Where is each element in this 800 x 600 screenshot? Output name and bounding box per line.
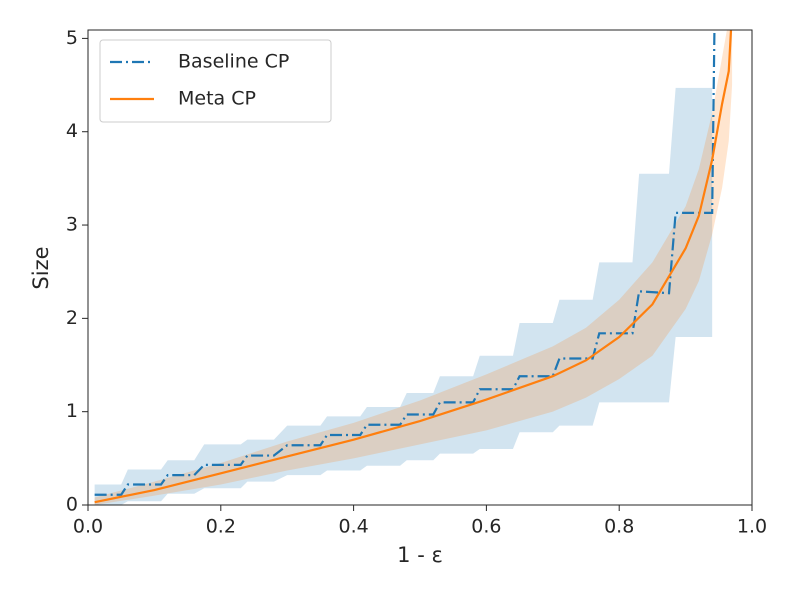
axes-frame <box>87 29 753 506</box>
y-tick-label: 2 <box>66 307 78 329</box>
x-tick-label: 0.2 <box>206 516 236 538</box>
series-line <box>94 30 716 496</box>
x-tick-label: 1.0 <box>737 516 767 538</box>
band <box>94 87 713 505</box>
legend-text: Meta CP <box>178 88 256 110</box>
x-tick-label: 0.6 <box>471 516 501 538</box>
y-tick-label: 0 <box>66 494 78 516</box>
legend-text: Baseline CP <box>178 51 289 73</box>
y-tick-label: 1 <box>66 400 78 422</box>
y-tick-label: 5 <box>66 27 78 49</box>
x-tick-label: 0.8 <box>604 516 634 538</box>
y-axis-label: Size <box>29 246 53 289</box>
series-line <box>94 30 733 504</box>
legend-box <box>99 39 332 123</box>
y-tick-label: 3 <box>66 214 78 236</box>
y-tick-label: 4 <box>66 120 78 142</box>
x-axis-label: 1 - ε <box>397 543 443 567</box>
x-tick-label: 0.4 <box>338 516 368 538</box>
band <box>94 30 733 505</box>
plot-area <box>94 30 733 505</box>
x-tick-label: 0.0 <box>73 516 103 538</box>
